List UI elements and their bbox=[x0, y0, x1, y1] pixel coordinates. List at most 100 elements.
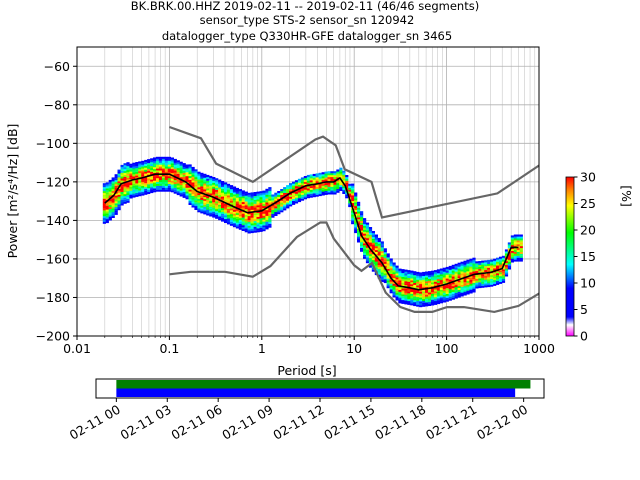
psd-cell bbox=[345, 175, 349, 178]
psd-cell bbox=[188, 174, 192, 177]
psd-cell bbox=[333, 175, 337, 178]
psd-cell bbox=[147, 164, 151, 167]
psd-cell bbox=[250, 205, 254, 208]
psd-cell bbox=[454, 269, 458, 272]
psd-cell bbox=[413, 286, 417, 289]
psd-cell bbox=[126, 169, 130, 172]
psd-cell bbox=[439, 295, 443, 298]
psd-cell bbox=[268, 200, 272, 203]
psd-cell bbox=[398, 287, 402, 290]
psd-cell bbox=[357, 211, 361, 214]
psd-cell bbox=[309, 178, 313, 181]
psd-cell bbox=[120, 195, 124, 198]
colorbar-tick-label: 15 bbox=[580, 249, 596, 264]
psd-cell bbox=[496, 265, 500, 268]
psd-cell bbox=[286, 196, 290, 199]
psd-cell bbox=[259, 225, 263, 228]
psd-cell bbox=[135, 190, 139, 193]
psd-cell bbox=[102, 196, 106, 199]
psd-cell bbox=[330, 175, 334, 178]
psd-cell bbox=[235, 197, 239, 200]
psd-cell bbox=[173, 166, 177, 169]
psd-cell bbox=[442, 275, 446, 278]
psd-cell bbox=[478, 286, 482, 289]
psd-cell bbox=[327, 173, 331, 176]
psd-cell bbox=[475, 286, 479, 289]
psd-cell bbox=[244, 201, 248, 204]
psd-cell bbox=[212, 202, 216, 205]
psd-cell bbox=[108, 183, 112, 186]
psd-cell bbox=[445, 295, 449, 298]
psd-cell bbox=[466, 290, 470, 293]
psd-cell bbox=[215, 189, 219, 192]
psd-cell bbox=[244, 197, 248, 200]
psd-cell bbox=[460, 273, 464, 276]
psd-cell bbox=[224, 207, 228, 210]
psd-cell bbox=[147, 186, 151, 189]
psd-cell bbox=[431, 295, 435, 298]
psd-cell bbox=[265, 211, 269, 214]
psd-cell bbox=[321, 185, 325, 188]
psd-cell bbox=[336, 181, 340, 184]
psd-cell bbox=[510, 235, 514, 238]
psd-cell bbox=[218, 189, 222, 192]
psd-cell bbox=[209, 206, 213, 209]
psd-cell bbox=[156, 168, 160, 171]
psd-cell bbox=[268, 192, 272, 195]
psd-cell bbox=[475, 269, 479, 272]
psd-cell bbox=[333, 182, 337, 185]
psd-cell bbox=[164, 172, 168, 175]
psd-cell bbox=[156, 162, 160, 165]
psd-cell bbox=[108, 199, 112, 202]
psd-cell bbox=[224, 186, 228, 189]
psd-cell bbox=[436, 298, 441, 301]
title-line-3: datalogger_type Q330HR-GFE datalogger_sn… bbox=[162, 29, 452, 43]
psd-cell bbox=[286, 206, 290, 209]
psd-cell bbox=[289, 196, 293, 199]
psd-cell bbox=[431, 289, 435, 292]
psd-cell bbox=[348, 187, 352, 190]
psd-cell bbox=[318, 188, 322, 191]
psd-cell bbox=[345, 196, 349, 199]
psd-cell bbox=[226, 199, 231, 202]
psd-cell bbox=[268, 189, 272, 192]
psd-cell bbox=[108, 187, 112, 190]
psd-cell bbox=[271, 200, 275, 203]
psd-cell bbox=[203, 206, 207, 209]
psd-cell bbox=[428, 278, 432, 281]
psd-cell bbox=[407, 277, 411, 280]
psd-cell bbox=[493, 283, 497, 286]
psd-cell bbox=[428, 296, 432, 299]
psd-cell bbox=[203, 191, 207, 194]
psd-cell bbox=[244, 209, 248, 212]
psd-cell bbox=[182, 190, 186, 193]
psd-cell bbox=[253, 195, 257, 198]
psd-cell bbox=[306, 190, 310, 193]
psd-cell bbox=[123, 194, 127, 197]
psd-cell bbox=[226, 206, 231, 209]
psd-cell bbox=[490, 273, 494, 276]
psd-cell bbox=[194, 184, 198, 187]
psd-cell bbox=[206, 186, 210, 189]
psd-cell bbox=[212, 207, 216, 210]
psd-cell bbox=[126, 171, 130, 174]
psd-cell bbox=[428, 301, 432, 304]
psd-cell bbox=[253, 219, 257, 222]
psd-cell bbox=[283, 208, 287, 211]
psd-cell bbox=[333, 192, 337, 195]
psd-cell bbox=[144, 165, 148, 168]
psd-cell bbox=[484, 269, 488, 272]
psd-cell bbox=[345, 194, 349, 197]
psd-cell bbox=[102, 210, 106, 213]
psd-cell bbox=[209, 181, 213, 184]
psd-cell bbox=[297, 184, 302, 187]
psd-cell bbox=[188, 199, 192, 202]
psd-cell bbox=[413, 273, 417, 276]
psd-cell bbox=[469, 266, 473, 269]
psd-cell bbox=[466, 286, 470, 289]
psd-cell bbox=[481, 268, 485, 271]
psd-cell bbox=[268, 206, 272, 209]
psd-cell bbox=[442, 269, 446, 272]
psd-cell bbox=[445, 299, 449, 302]
psd-cell bbox=[516, 240, 520, 243]
